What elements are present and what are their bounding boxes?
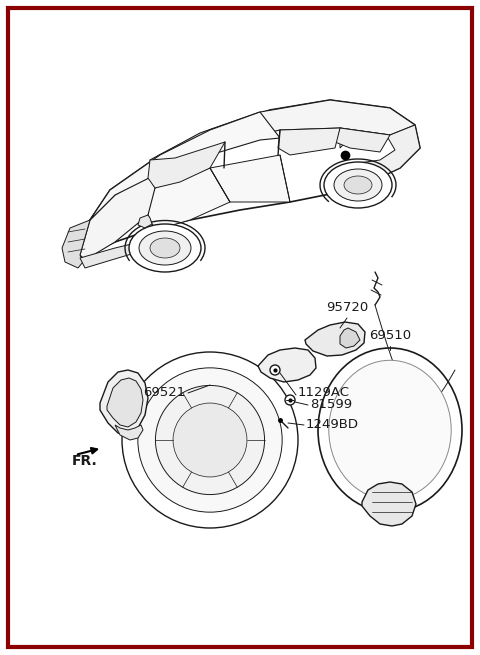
Polygon shape xyxy=(115,425,143,440)
Ellipse shape xyxy=(139,231,191,265)
Ellipse shape xyxy=(324,162,392,208)
Ellipse shape xyxy=(129,224,201,272)
Circle shape xyxy=(285,395,295,405)
Text: FR.: FR. xyxy=(72,454,98,468)
Ellipse shape xyxy=(318,348,462,512)
Circle shape xyxy=(156,385,264,495)
Polygon shape xyxy=(340,328,360,348)
Polygon shape xyxy=(210,155,290,202)
Polygon shape xyxy=(62,220,90,268)
Circle shape xyxy=(138,368,282,512)
Polygon shape xyxy=(80,242,145,268)
Polygon shape xyxy=(150,100,415,170)
Polygon shape xyxy=(107,378,143,427)
Polygon shape xyxy=(90,112,280,220)
Text: 69510: 69510 xyxy=(369,329,411,342)
Circle shape xyxy=(270,365,280,375)
Text: 95720: 95720 xyxy=(326,301,368,314)
Circle shape xyxy=(122,352,298,528)
Text: 1129AC: 1129AC xyxy=(298,386,350,398)
Polygon shape xyxy=(330,125,420,192)
Polygon shape xyxy=(362,482,416,526)
Polygon shape xyxy=(305,322,365,356)
Text: 81599: 81599 xyxy=(310,398,352,411)
Polygon shape xyxy=(258,348,316,382)
Polygon shape xyxy=(138,215,152,228)
Polygon shape xyxy=(100,370,148,435)
Ellipse shape xyxy=(334,169,382,201)
Text: 69521: 69521 xyxy=(143,386,185,398)
Polygon shape xyxy=(278,128,340,155)
Polygon shape xyxy=(80,175,155,260)
Polygon shape xyxy=(80,100,420,255)
Polygon shape xyxy=(148,142,225,188)
Ellipse shape xyxy=(329,360,451,500)
Polygon shape xyxy=(148,168,230,230)
Circle shape xyxy=(173,403,247,477)
Text: 1249BD: 1249BD xyxy=(306,417,359,430)
Ellipse shape xyxy=(344,176,372,194)
Polygon shape xyxy=(335,128,390,152)
Ellipse shape xyxy=(150,238,180,258)
